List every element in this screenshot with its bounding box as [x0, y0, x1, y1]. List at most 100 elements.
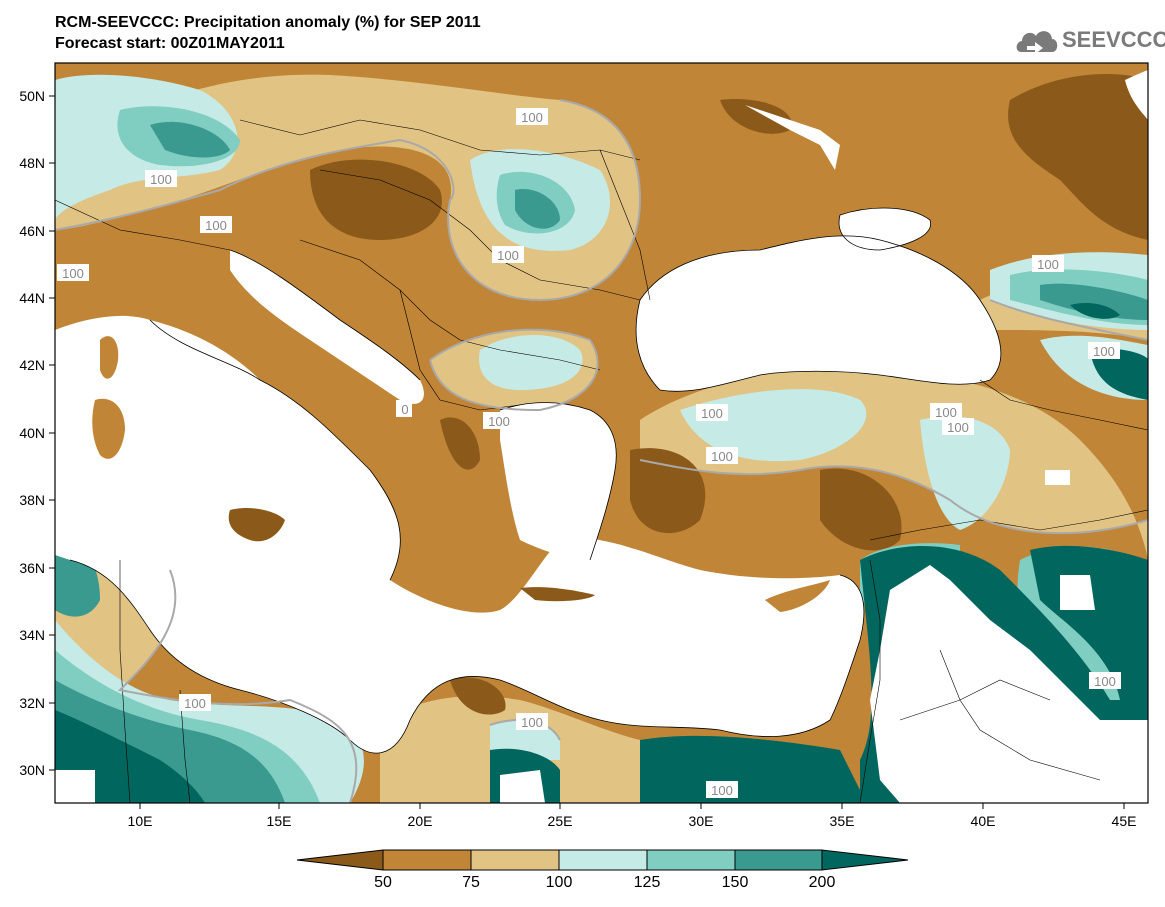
contour-label: 100 [200, 216, 232, 233]
adriatic-sea [230, 250, 424, 404]
map-title: RCM-SEEVCCC: Precipitation anomaly (%) f… [55, 14, 481, 31]
colorbar-segment [470, 849, 560, 871]
colorbar [296, 849, 909, 871]
sea-of-azov [839, 208, 931, 250]
anomaly-zone-very-dry [450, 677, 506, 715]
map-field [55, 63, 1148, 803]
contour-label: 100 [492, 246, 524, 263]
anomaly-zone-very-wet [515, 189, 560, 229]
svg-text:100: 100 [701, 406, 723, 421]
no-data-area [1060, 575, 1095, 610]
colorbar-tick-label: 150 [721, 874, 749, 891]
no-data-area [55, 770, 95, 803]
lon-labels: 10E 15E 20E 25E 30E 35E 40E 45E [128, 813, 1137, 829]
colorbar-tick-label: 50 [374, 874, 392, 891]
cloud-logo-icon [1016, 31, 1058, 54]
coastlines [69, 207, 1002, 754]
svg-text:100: 100 [497, 248, 519, 263]
contour-label: 100 [179, 694, 211, 711]
anomaly-zone-slightly-wet [920, 416, 1010, 530]
contour-label: 100 [696, 404, 728, 421]
lon-ticks [139, 803, 1125, 809]
colorbar-tick-label: 75 [462, 874, 480, 891]
svg-text:100: 100 [150, 172, 172, 187]
lat-label: 40N [19, 425, 45, 441]
colorbar-tick-label: 200 [808, 874, 836, 891]
contour-label: 100 [706, 447, 738, 464]
lon-label: 35E [830, 813, 855, 829]
anomaly-zone-extreme-wet [640, 735, 860, 803]
lat-label: 30N [19, 762, 45, 778]
contour-label: 100 [483, 412, 515, 429]
lon-label: 25E [548, 813, 573, 829]
contour-label: 100 [516, 108, 548, 125]
colorbar-segment [296, 849, 384, 871]
cyprus-island [765, 580, 830, 612]
colorbar-segment [734, 849, 823, 871]
colorbar-tick-label: 100 [545, 874, 573, 891]
lake [745, 105, 840, 170]
svg-text:100: 100 [947, 420, 969, 435]
lat-label: 34N [19, 627, 45, 643]
colorbar-tick-label: 125 [633, 874, 661, 891]
lon-label: 45E [1112, 813, 1137, 829]
svg-text:100: 100 [1037, 257, 1059, 272]
lat-label: 50N [19, 88, 45, 104]
colorbar-segment [821, 849, 909, 871]
lat-labels: 50N 48N 46N 44N 42N 40N 38N 36N 34N 32N … [19, 88, 45, 778]
sicily-island [228, 508, 285, 542]
contour-label: 100 [1088, 342, 1120, 359]
svg-text:0: 0 [401, 402, 408, 417]
contour-label: 100 [145, 170, 177, 187]
lon-label: 10E [128, 813, 153, 829]
colorbar-segment [382, 849, 472, 871]
black-sea [636, 235, 1001, 392]
colorbar-segment [646, 849, 736, 871]
svg-text:100: 100 [184, 696, 206, 711]
lon-label: 30E [689, 813, 714, 829]
anomaly-zone-very-dry [720, 99, 792, 134]
anomaly-zone-very-wet [1040, 283, 1148, 320]
lat-label: 44N [19, 290, 45, 306]
contour-label: 0 [396, 400, 412, 417]
contour-100-lines [55, 99, 1148, 803]
contour-label: 100 [516, 713, 548, 730]
svg-text:100: 100 [488, 414, 510, 429]
lat-label: 42N [19, 357, 45, 373]
svg-text:100: 100 [1093, 344, 1115, 359]
no-data-area [870, 565, 1148, 803]
anomaly-zone-very-dry [310, 159, 442, 240]
crete-island [520, 587, 595, 602]
lon-label: 40E [971, 813, 996, 829]
svg-text:100: 100 [711, 783, 733, 798]
contour-label: 100 [706, 781, 738, 798]
contour-labels: 100 100 100 100 100 100 100 100 100 100 … [57, 108, 1121, 798]
lon-label: 15E [267, 813, 292, 829]
contour-label: 100 [57, 264, 89, 281]
lon-label: 20E [408, 813, 433, 829]
colorbar-segment [558, 849, 648, 871]
lat-label: 48N [19, 155, 45, 171]
anomaly-zone-very-dry [820, 468, 902, 551]
svg-text:100: 100 [521, 110, 543, 125]
anomaly-zone-slightly-wet [479, 335, 583, 390]
anomaly-zone-very-dry [1008, 74, 1148, 240]
lat-ticks [49, 95, 55, 771]
no-data-area [500, 770, 545, 803]
svg-text:100: 100 [205, 218, 227, 233]
svg-text:100: 100 [711, 449, 733, 464]
lat-label: 36N [19, 560, 45, 576]
aegean-sea [500, 402, 617, 560]
tyrrhenian-sea [110, 320, 350, 505]
svg-text:100: 100 [521, 715, 543, 730]
lat-label: 46N [19, 223, 45, 239]
lat-label: 32N [19, 695, 45, 711]
anomaly-zone-very-wet [150, 121, 230, 158]
lat-label: 38N [19, 492, 45, 508]
contour-label: 100 [1089, 672, 1121, 689]
caspian-sea-edge [1125, 70, 1148, 120]
anomaly-zone-extreme-wet [1090, 348, 1148, 400]
no-data-area [1045, 470, 1070, 485]
anomaly-zone-extreme-wet [1030, 545, 1148, 700]
